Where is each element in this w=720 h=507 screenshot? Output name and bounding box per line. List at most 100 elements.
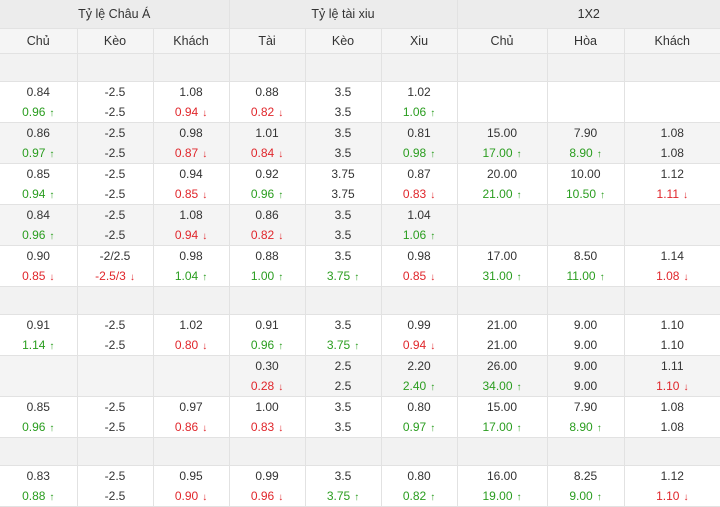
- odds-text: 0.94: [179, 167, 203, 181]
- col-header-line: Kèo: [305, 28, 382, 54]
- current-odds-value: 1.14 ↑: [22, 335, 54, 355]
- current-odds-value: 0.28 ↓: [251, 376, 283, 396]
- odds-cell-draw: [547, 81, 625, 123]
- odds-text: 0.97: [402, 420, 427, 434]
- odds-cell-under: 0.80 0.97 ↑: [381, 396, 458, 438]
- odds-cell-under: 0.99 0.94 ↓: [381, 314, 458, 356]
- odds-text: 1.04: [407, 208, 431, 222]
- odds-cell-home: 0.85 0.94 ↑: [0, 163, 78, 205]
- opening-odds-value: 17.00: [487, 246, 517, 266]
- current-odds-value: 9.00: [574, 335, 597, 355]
- odds-row: 0.84 0.96 ↑ -2.5 -2.5 1.08 0.94 ↓ 0.86 0.82 ↓ 3.5 3.…: [0, 204, 720, 246]
- current-odds-value: 0.96 ↑: [22, 417, 54, 437]
- odds-cell-x12-away: 1.08 1.08: [624, 122, 720, 164]
- separator-row: [0, 286, 720, 315]
- opening-odds-value: -2.5: [105, 123, 126, 143]
- empty-cell: [457, 53, 548, 82]
- odds-cell-x12-away: [624, 81, 720, 123]
- current-odds-value: 34.00 ↑: [483, 376, 522, 396]
- odds-cell-line: 3.5 3.5: [305, 122, 382, 164]
- current-odds-value: 3.5: [335, 102, 352, 122]
- odds-text: 3.5: [334, 249, 352, 263]
- current-odds-value: 0.80 ↓: [175, 335, 207, 355]
- arrow-down-icon: ↓: [278, 382, 284, 393]
- odds-text: 0.98: [179, 249, 203, 263]
- current-odds-value: 0.85 ↓: [403, 266, 435, 286]
- odds-cell-under: 1.02 1.06 ↑: [381, 81, 458, 123]
- odds-row: 0.91 1.14 ↑ -2.5 -2.5 1.02 0.80 ↓ 0.91 0.96 ↑ 3.5 3.…: [0, 314, 720, 356]
- odds-text: 0.88: [255, 85, 279, 99]
- opening-odds-value: -2/2.5: [100, 246, 131, 266]
- odds-cell-draw: 8.50 11.00 ↑: [547, 245, 625, 287]
- odds-cell-over: 0.30 0.28 ↓: [229, 355, 306, 397]
- opening-odds-value: 10.00: [571, 164, 601, 184]
- current-odds-value: 3.75 ↑: [327, 335, 359, 355]
- odds-cell-stack: 0.98 0.87 ↓: [154, 123, 229, 163]
- opening-odds-value: 8.50: [574, 246, 597, 266]
- empty-cell: [77, 437, 154, 466]
- arrow-down-icon: ↓: [278, 492, 284, 503]
- odds-text: 0.85: [174, 187, 199, 201]
- odds-text: 2.40: [402, 379, 427, 393]
- arrow-up-icon: ↑: [600, 190, 606, 201]
- current-odds-value: 19.00 ↑: [483, 486, 522, 506]
- opening-odds-value: 0.86: [27, 123, 50, 143]
- odds-cell-stack: 0.88 1.00 ↑: [230, 246, 305, 286]
- empty-cell: [547, 53, 625, 82]
- odds-text: 1.10: [656, 489, 680, 503]
- odds-text: 0.96: [22, 105, 46, 119]
- current-odds-value: 21.00: [487, 335, 517, 355]
- odds-cell-x12-home: [457, 204, 548, 246]
- odds-cell-stack: 0.92 0.96 ↑: [230, 164, 305, 204]
- odds-text: 0.83: [250, 420, 275, 434]
- arrow-up-icon: ↑: [49, 492, 55, 503]
- odds-text: 0.97: [179, 400, 203, 414]
- odds-cell-stack: 3.5 3.5: [306, 397, 381, 437]
- odds-cell-handicap: -2.5 -2.5: [77, 163, 154, 205]
- empty-cell: [153, 53, 230, 82]
- current-odds-value: 1.10 ↓: [656, 486, 688, 506]
- odds-cell-x12-away: [624, 204, 720, 246]
- opening-odds-value: 7.90: [574, 397, 597, 417]
- opening-odds-value: 0.84: [27, 205, 50, 225]
- current-odds-value: 0.94 ↓: [403, 335, 435, 355]
- odds-cell-stack: -2/2.5 -2.5/3 ↓: [78, 246, 153, 286]
- odds-text: 1.04: [174, 269, 199, 283]
- odds-text: -2.5: [104, 420, 126, 434]
- current-odds-value: 1.06 ↑: [403, 102, 435, 122]
- odds-text: 1.06: [402, 228, 427, 242]
- current-odds-value: 3.5: [335, 417, 352, 437]
- opening-odds-value: 26.00: [487, 356, 517, 376]
- opening-odds-value: 1.04: [407, 205, 430, 225]
- odds-text: 0.81: [407, 126, 431, 140]
- col-header-draw: Hòa: [547, 28, 625, 54]
- empty-cell: [381, 286, 458, 315]
- odds-text: 3.75: [326, 269, 351, 283]
- odds-cell-home: 0.91 1.14 ↑: [0, 314, 78, 356]
- arrow-down-icon: ↓: [430, 190, 436, 201]
- odds-text: 0.85: [26, 167, 50, 181]
- odds-text: 3.5: [334, 420, 352, 434]
- odds-text: 0.94: [402, 338, 427, 352]
- odds-text: 0.94: [22, 187, 46, 201]
- current-odds-value: 1.08: [661, 143, 684, 163]
- col-header-home: Chủ: [0, 28, 78, 54]
- odds-cell-x12-away: 1.14 1.08 ↓: [624, 245, 720, 287]
- odds-text: 0.98: [179, 126, 203, 140]
- odds-text: 0.87: [174, 146, 199, 160]
- odds-text: 0.96: [250, 338, 275, 352]
- odds-cell-stack: 0.84 0.96 ↑: [0, 205, 76, 245]
- odds-text: 19.00: [482, 489, 513, 503]
- odds-text: 0.88: [255, 249, 279, 263]
- odds-cell-away: 1.08 0.94 ↓: [153, 204, 230, 246]
- odds-cell-home: 0.84 0.96 ↑: [0, 81, 78, 123]
- odds-text: 34.00: [482, 379, 513, 393]
- odds-cell-stack: 0.99 0.94 ↓: [382, 315, 457, 355]
- odds-cell-stack: 3.75 3.75: [306, 164, 381, 204]
- odds-text: -2.5: [104, 85, 126, 99]
- arrow-up-icon: ↑: [430, 149, 436, 160]
- arrow-up-icon: ↑: [516, 190, 522, 201]
- arrow-down-icon: ↓: [202, 231, 208, 242]
- odds-text: 3.75: [326, 489, 351, 503]
